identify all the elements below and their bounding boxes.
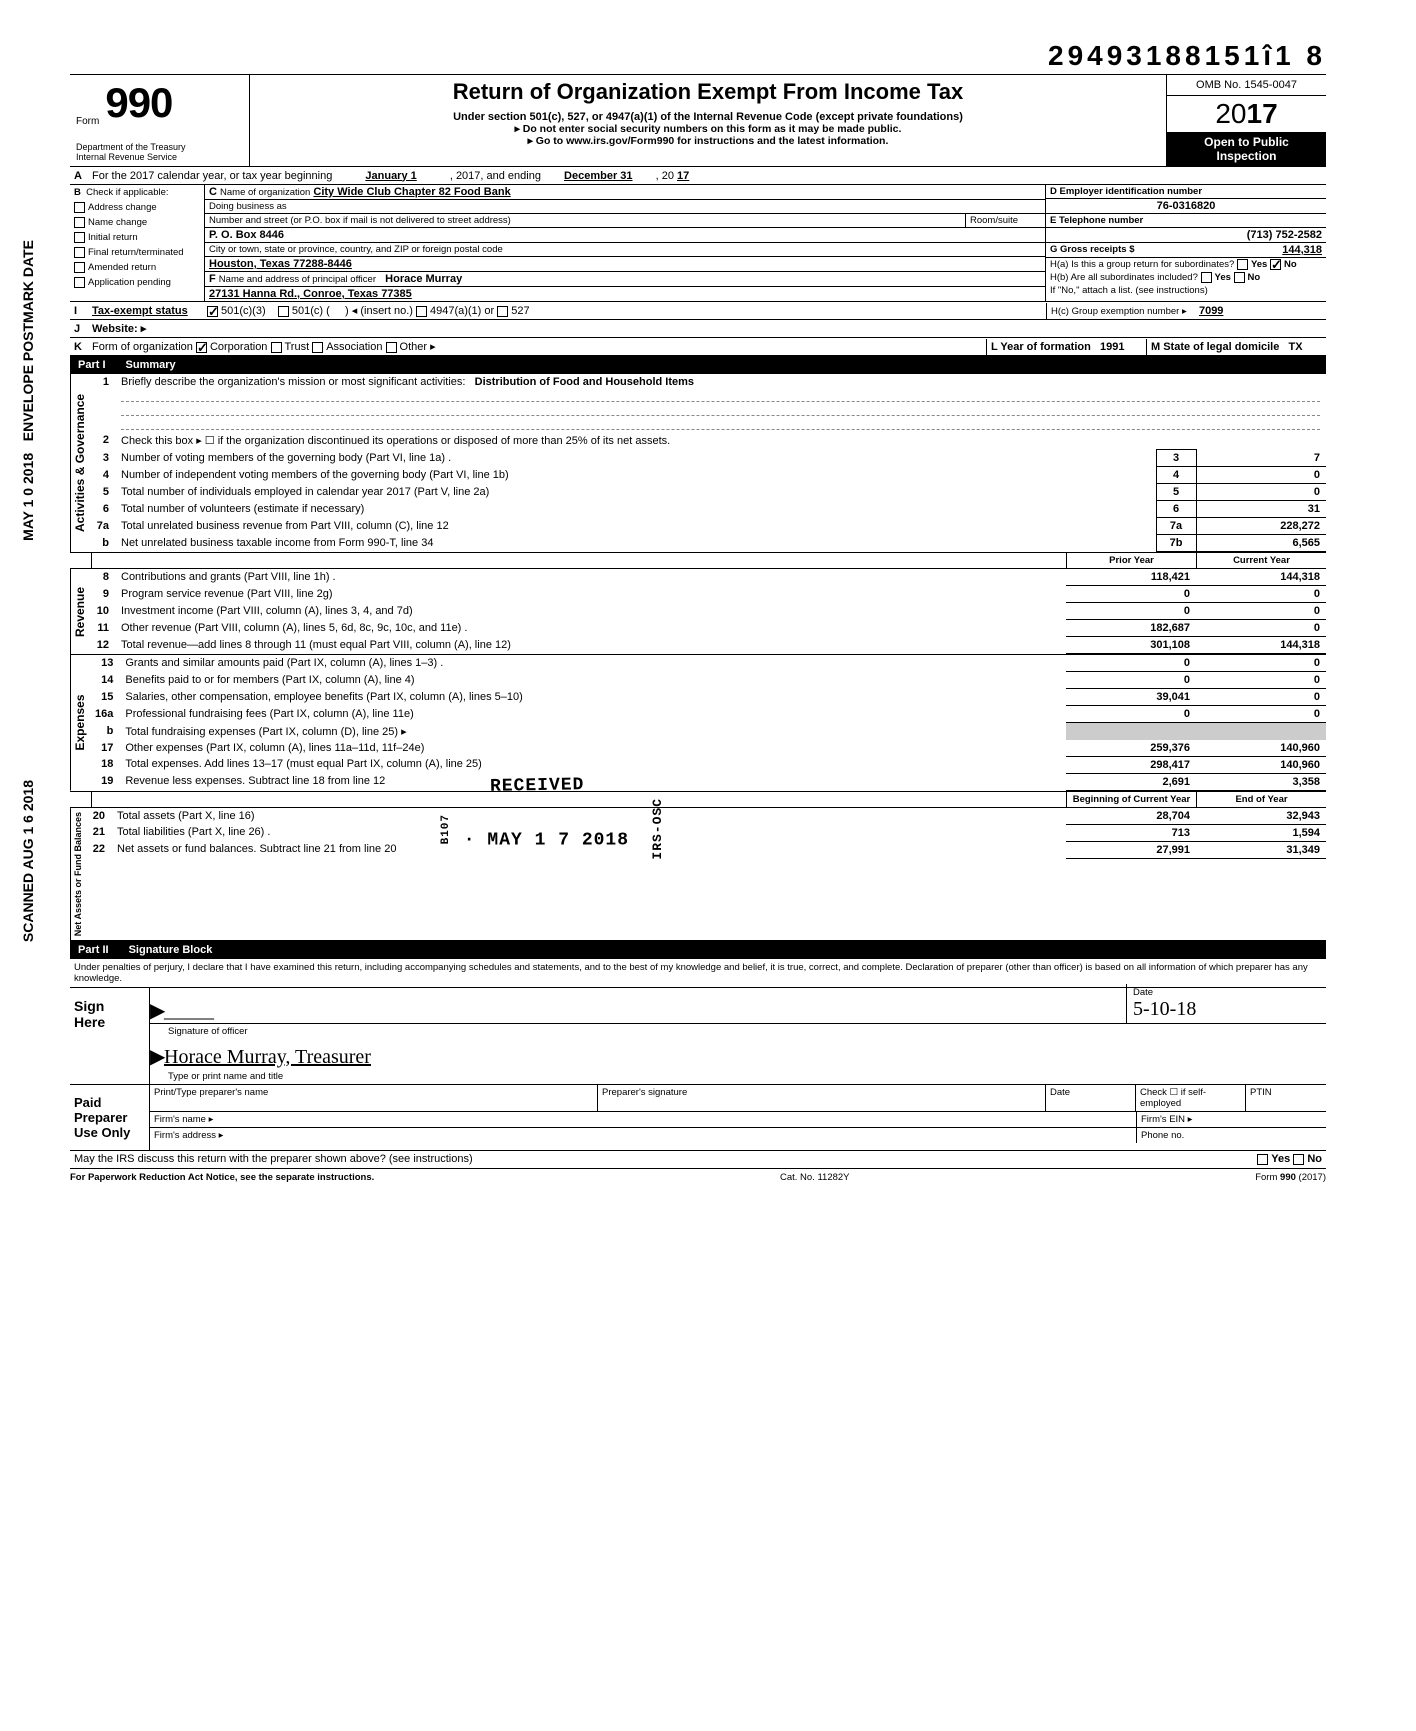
line-21: 21Total liabilities (Part X, line 26) .7… [85, 824, 1326, 841]
sig-date: 5-10-18 [1133, 998, 1196, 1020]
line-4: 4Number of independent voting members of… [89, 467, 1326, 484]
chk-discuss-no[interactable] [1293, 1154, 1304, 1165]
mission: Distribution of Food and Household Items [475, 376, 694, 388]
chk-4947[interactable] [416, 306, 427, 317]
chk-other[interactable] [386, 342, 397, 353]
dept: Department of the Treasury Internal Reve… [76, 142, 243, 162]
subtitle: Under section 501(c), 527, or 4947(a)(1)… [258, 111, 1158, 123]
line-3: 3Number of voting members of the governi… [89, 450, 1326, 467]
chk-final[interactable] [74, 247, 85, 258]
line-15: 15Salaries, other compensation, employee… [89, 689, 1326, 706]
officer-name: Horace Murray [385, 273, 462, 285]
line-1: 1Briefly describe the organization's mis… [89, 374, 1326, 432]
label-expenses: Expenses [70, 655, 89, 791]
stamp-ogden: OGDEN, UT [470, 941, 576, 961]
line-13: 13Grants and similar amounts paid (Part … [89, 655, 1326, 672]
line-17: 17Other expenses (Part IX, column (A), l… [89, 740, 1326, 757]
sign-here-block: Sign Here ▶ _____ Date5-10-18 Signature … [70, 987, 1326, 1085]
line-11: 11Other revenue (Part VIII, column (A), … [89, 620, 1326, 637]
received-stamp: RECEIVED [490, 775, 585, 797]
chk-amended[interactable] [74, 262, 85, 273]
col-current: Current Year [1196, 553, 1326, 568]
ein: 76-0316820 [1046, 199, 1326, 214]
city: Houston, Texas 77288-8446 [205, 257, 1045, 272]
signature[interactable]: _____ [164, 1000, 1126, 1023]
line-14: 14Benefits paid to or for members (Part … [89, 672, 1326, 689]
line-18: 18Total expenses. Add lines 13–17 (must … [89, 756, 1326, 773]
line-16b: bTotal fundraising expenses (Part IX, co… [89, 723, 1326, 740]
perjury-text: Under penalties of perjury, I declare th… [70, 959, 1326, 987]
form-number: Form 990 [76, 79, 243, 127]
footer-cat: Cat. No. 11282Y [374, 1172, 1255, 1183]
chk-527[interactable] [497, 306, 508, 317]
line-7b: bNet unrelated business taxable income f… [89, 535, 1326, 552]
chk-initial[interactable] [74, 232, 85, 243]
postmark-stamp: MAY 1 0 2018 ENVELOPE POSTMARK DATE [20, 240, 36, 541]
chk-hb-no[interactable] [1234, 272, 1245, 283]
domicile: TX [1289, 341, 1303, 353]
open-public: Open to PublicInspection [1167, 132, 1326, 166]
chk-ha-no[interactable] [1270, 259, 1281, 270]
line-k: K Form of organization Corporation Trust… [70, 338, 1326, 356]
part2-header: Part IISignature Block OGDEN, UT [70, 941, 1326, 959]
chk-corp[interactable] [196, 342, 207, 353]
chk-501c3[interactable] [207, 306, 218, 317]
label-revenue: Revenue [70, 569, 89, 654]
line-16a: 16aProfessional fundraising fees (Part I… [89, 706, 1326, 723]
dln-row: 29493188151î1 8 [70, 40, 1326, 72]
line-i: I Tax-exempt status 501(c)(3) 501(c) ( )… [70, 302, 1326, 320]
line-20: 20Total assets (Part X, line 16)28,70432… [85, 808, 1326, 825]
line-10: 10Investment income (Part VIII, column (… [89, 603, 1326, 620]
chk-name-change[interactable] [74, 217, 85, 228]
footer-right: Form 990 (2017) [1255, 1172, 1326, 1183]
label-netassets: Net Assets or Fund Balances [70, 808, 85, 940]
discuss-row: May the IRS discuss this return with the… [70, 1151, 1326, 1169]
line-2: 2Check this box ▸ ☐ if the organization … [89, 432, 1326, 450]
line-22: 22Net assets or fund balances. Subtract … [85, 841, 1326, 858]
line-5: 5Total number of individuals employed in… [89, 484, 1326, 501]
line-8: 8Contributions and grants (Part VIII, li… [89, 569, 1326, 586]
title-block: Form 990 Department of the Treasury Inte… [70, 74, 1326, 167]
chk-assoc[interactable] [312, 342, 323, 353]
omb: OMB No. 1545-0047 [1167, 75, 1326, 96]
stamp-irs: IRS-OSC [650, 798, 665, 860]
paid-preparer-label: Paid Preparer Use Only [70, 1085, 150, 1150]
chk-trust[interactable] [271, 342, 282, 353]
footer-left: For Paperwork Reduction Act Notice, see … [70, 1172, 374, 1183]
tax-year: 2017 [1167, 96, 1326, 132]
chk-ha-yes[interactable] [1237, 259, 1248, 270]
chk-discuss-yes[interactable] [1257, 1154, 1268, 1165]
line-j: J Website: ▸ [70, 320, 1326, 338]
scanned-stamp: SCANNED AUG 1 6 2018 [20, 780, 36, 942]
line-7a: 7aTotal unrelated business revenue from … [89, 518, 1326, 535]
note2: ▸ Go to www.irs.gov/Form990 for instruct… [258, 135, 1158, 147]
line-a: A For the 2017 calendar year, or tax yea… [70, 167, 1326, 185]
group-exemption: 7099 [1199, 305, 1223, 317]
org-name: City Wide Club Chapter 82 Food Bank [313, 186, 510, 198]
chk-address-change[interactable] [74, 202, 85, 213]
year-formation: 1991 [1100, 341, 1124, 353]
chk-pending[interactable] [74, 277, 85, 288]
col-end: End of Year [1196, 792, 1326, 807]
dln: 29493188151î1 8 [1048, 40, 1326, 72]
line-9: 9Program service revenue (Part VIII, lin… [89, 586, 1326, 603]
chk-501c[interactable] [278, 306, 289, 317]
chk-hb-yes[interactable] [1201, 272, 1212, 283]
line-19: 19Revenue less expenses. Subtract line 1… [89, 773, 1326, 790]
label-governance: Activities & Governance [70, 374, 89, 552]
line-12: 12Total revenue—add lines 8 through 11 (… [89, 637, 1326, 654]
officer-addr: 27131 Hanna Rd., Conroe, Texas 77385 [205, 287, 1045, 301]
form-title: Return of Organization Exempt From Incom… [258, 79, 1158, 105]
printed-name: Horace Murray, Treasurer [164, 1046, 1326, 1069]
street: P. O. Box 8446 [205, 228, 1045, 243]
stamp-date: B107 · MAY 1 7 2018 [440, 814, 629, 850]
line-6: 6Total number of volunteers (estimate if… [89, 501, 1326, 518]
phone: (713) 752-2582 [1046, 228, 1326, 243]
note1: ▸ Do not enter social security numbers o… [258, 123, 1158, 135]
col-begin: Beginning of Current Year [1066, 792, 1196, 807]
gross-receipts: 144,318 [1282, 244, 1322, 256]
part1-header: Part ISummary [70, 356, 1326, 374]
col-prior: Prior Year [1066, 553, 1196, 568]
